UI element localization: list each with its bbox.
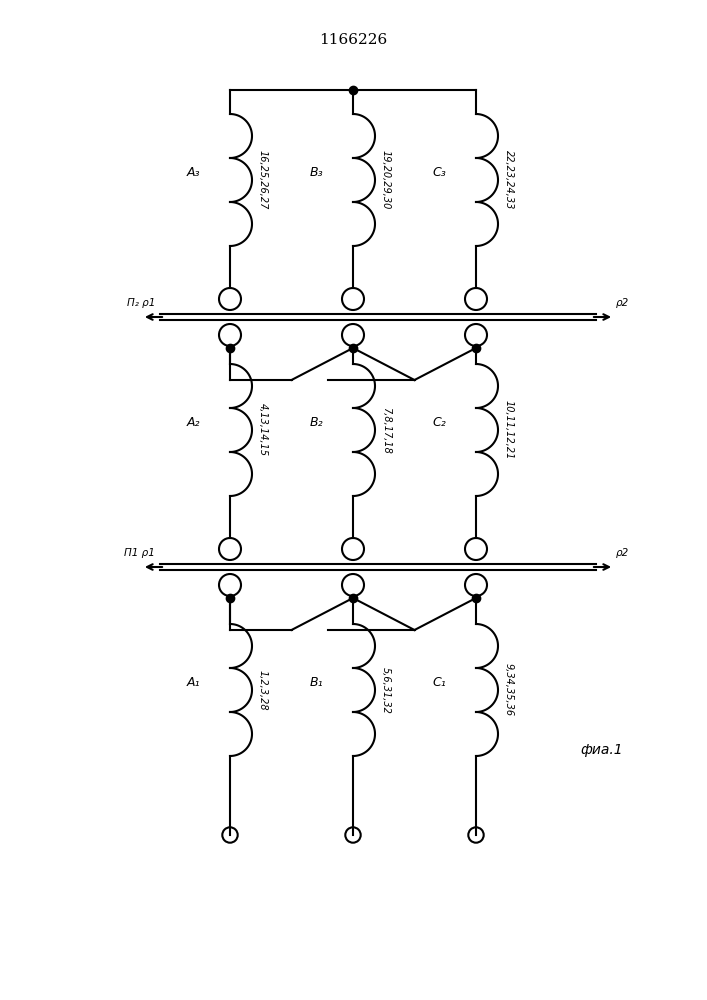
Text: 9,34,35,36: 9,34,35,36 xyxy=(504,663,514,717)
Text: 5,6,31,32: 5,6,31,32 xyxy=(381,667,391,713)
Text: 1166226: 1166226 xyxy=(319,33,387,47)
Text: ρ2: ρ2 xyxy=(616,548,629,558)
Text: C₁: C₁ xyxy=(432,676,446,688)
Text: фиа.1: фиа.1 xyxy=(580,743,623,757)
Text: 22,23,24,33: 22,23,24,33 xyxy=(504,150,514,210)
Text: A₁: A₁ xyxy=(187,676,200,688)
Text: C₃: C₃ xyxy=(432,165,446,178)
Text: 1,2,3,28: 1,2,3,28 xyxy=(258,670,268,710)
Text: A₃: A₃ xyxy=(187,165,200,178)
Text: 16,25,26,27: 16,25,26,27 xyxy=(258,150,268,210)
Text: ρ2: ρ2 xyxy=(616,298,629,308)
Text: C₂: C₂ xyxy=(432,416,446,428)
Text: 19,20,29,30: 19,20,29,30 xyxy=(381,150,391,210)
Text: П1 ρ1: П1 ρ1 xyxy=(124,548,155,558)
Text: П₂ ρ1: П₂ ρ1 xyxy=(127,298,155,308)
Text: 10,11,12,21: 10,11,12,21 xyxy=(504,400,514,460)
Text: A₂: A₂ xyxy=(187,416,200,428)
Text: B₃: B₃ xyxy=(310,165,323,178)
Text: 7,8,17,18: 7,8,17,18 xyxy=(381,407,391,453)
Text: B₂: B₂ xyxy=(310,416,323,428)
Text: B₁: B₁ xyxy=(310,676,323,688)
Text: 4,13,14,15: 4,13,14,15 xyxy=(258,403,268,457)
